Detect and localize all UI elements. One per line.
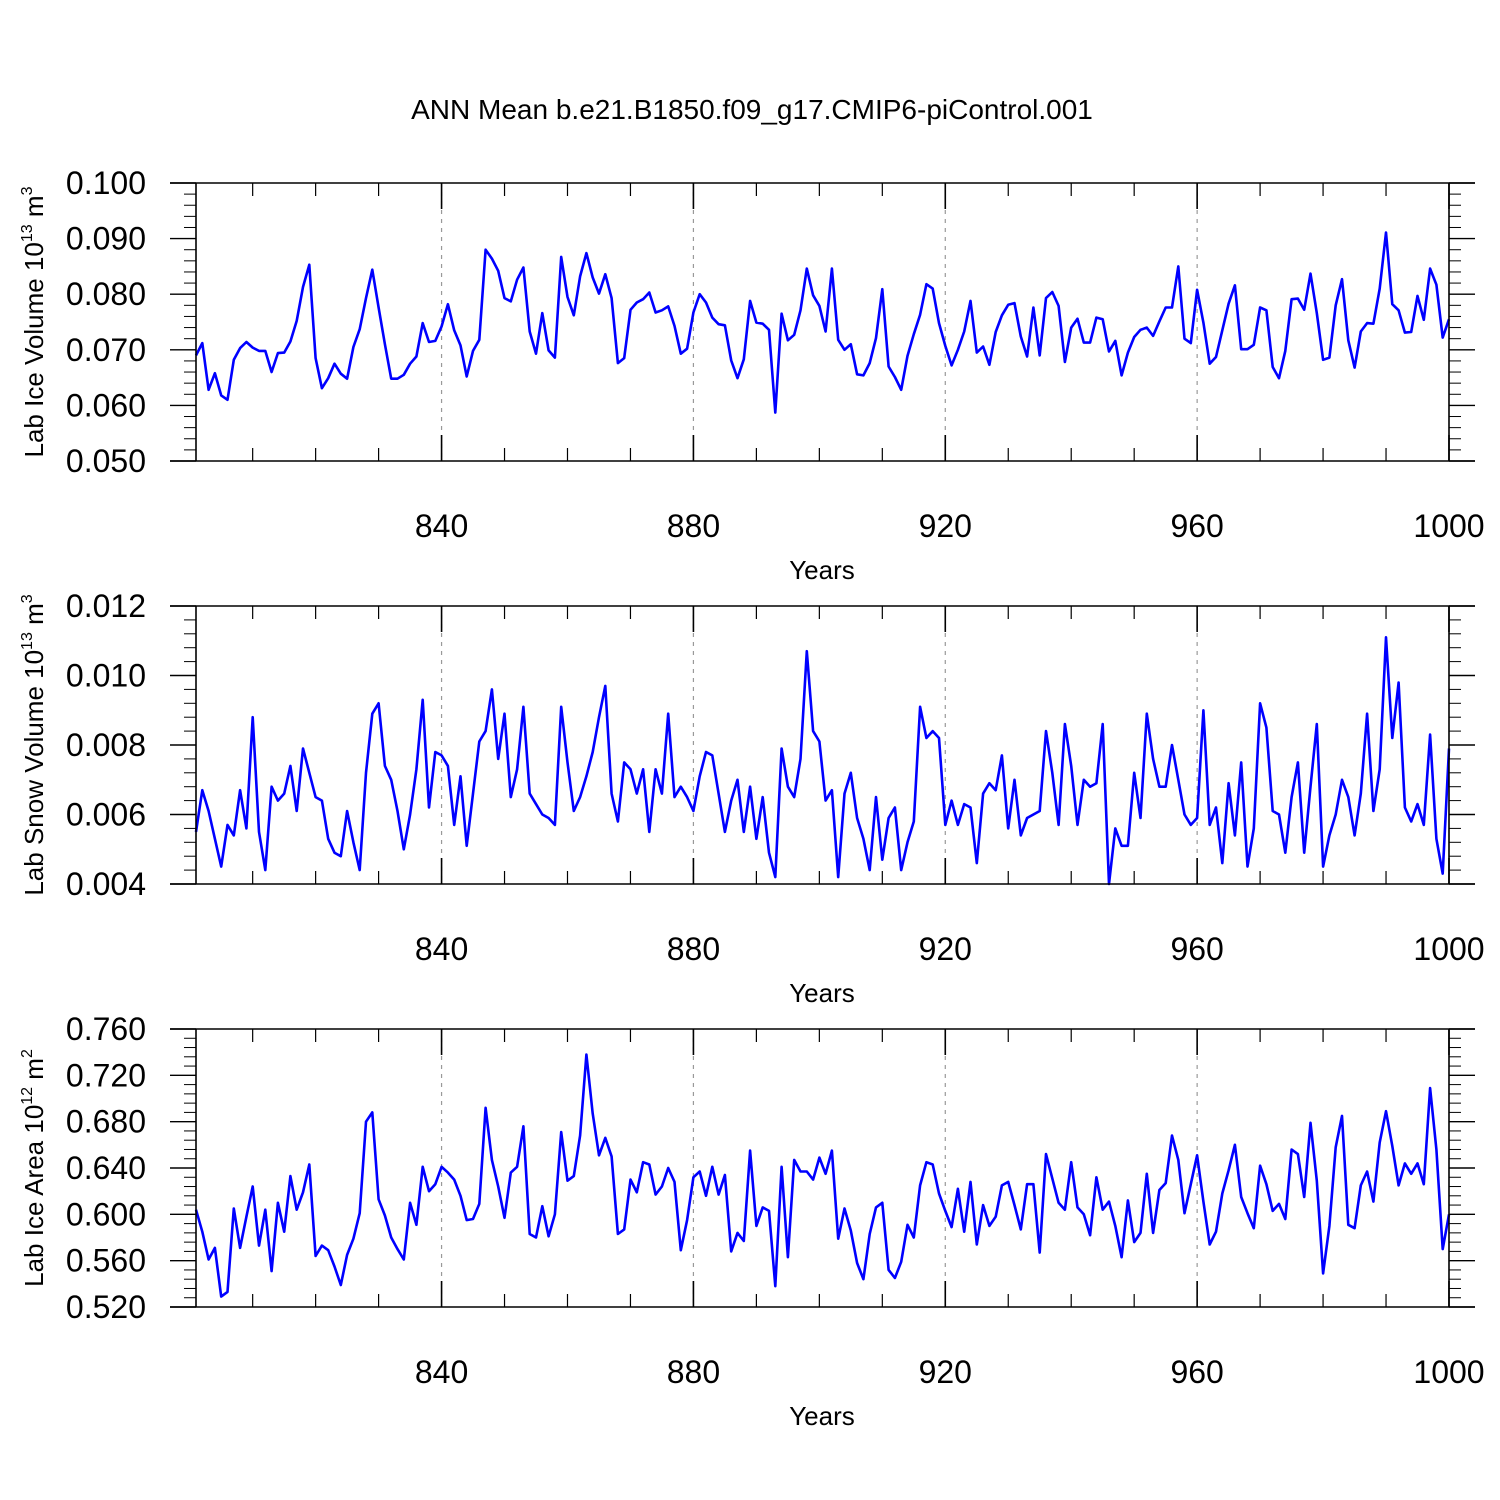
x-tick-label: 960	[1170, 931, 1223, 967]
y-tick-label: 0.080	[66, 276, 146, 312]
y-tick-label: 0.720	[66, 1057, 146, 1093]
chart-panel-2: 0.004 0.006 0.008 0.010 0.012 840 880 920 960 100…	[19, 588, 1485, 1008]
data-series-line	[194, 231, 1451, 414]
y-tick-label: 0.640	[66, 1150, 146, 1186]
y-axis-label: Lab Ice Area 1012 m2	[19, 1049, 49, 1287]
y-tick-label: 0.760	[66, 1011, 146, 1047]
x-tick-label: 920	[919, 508, 972, 544]
x-tick-label: 880	[667, 1354, 720, 1390]
x-tick-label: 1000	[1413, 931, 1484, 967]
x-tick-label: 1000	[1413, 1354, 1484, 1390]
x-axis-label: Years	[789, 1401, 855, 1431]
y-tick-label: 0.090	[66, 221, 146, 257]
y-tick-label: 0.004	[66, 866, 146, 902]
x-axis-label: Years	[789, 555, 855, 585]
data-series-line	[194, 635, 1451, 886]
x-tick-label: 920	[919, 931, 972, 967]
chart-panel-3: 0.520 0.560 0.600 0.640 0.680 0.720 0.760 840 88…	[19, 1011, 1485, 1431]
y-tick-label: 0.050	[66, 443, 146, 479]
x-tick-label: 840	[415, 508, 468, 544]
y-tick-label: 0.012	[66, 588, 146, 624]
y-tick-label: 0.006	[66, 797, 146, 833]
y-tick-label: 0.060	[66, 387, 146, 423]
x-tick-label: 840	[415, 931, 468, 967]
y-tick-label: 0.520	[66, 1289, 146, 1325]
x-tick-label: 840	[415, 1354, 468, 1390]
y-tick-label: 0.560	[66, 1243, 146, 1279]
y-tick-label: 0.100	[66, 165, 146, 201]
x-tick-label: 880	[667, 931, 720, 967]
x-tick-label: 920	[919, 1354, 972, 1390]
y-tick-label: 0.600	[66, 1196, 146, 1232]
x-tick-label: 880	[667, 508, 720, 544]
x-axis-label: Years	[789, 978, 855, 1008]
data-series-line	[194, 1053, 1451, 1298]
y-tick-label: 0.680	[66, 1104, 146, 1140]
chart-panel-1: 0.050 0.060 0.070 0.080 0.090 0.100 840 880 920 9…	[19, 165, 1485, 585]
chart-title: ANN Mean b.e21.B1850.f09_g17.CMIP6-piCon…	[411, 94, 1093, 125]
y-axis-label: Lab Ice Volume 1013 m3	[19, 186, 49, 457]
y-tick-label: 0.010	[66, 658, 146, 694]
y-tick-label: 0.008	[66, 727, 146, 763]
x-tick-label: 1000	[1413, 508, 1484, 544]
x-tick-label: 960	[1170, 1354, 1223, 1390]
y-tick-label: 0.070	[66, 332, 146, 368]
y-axis-label: Lab Snow Volume 1013 m3	[19, 594, 49, 895]
x-tick-label: 960	[1170, 508, 1223, 544]
